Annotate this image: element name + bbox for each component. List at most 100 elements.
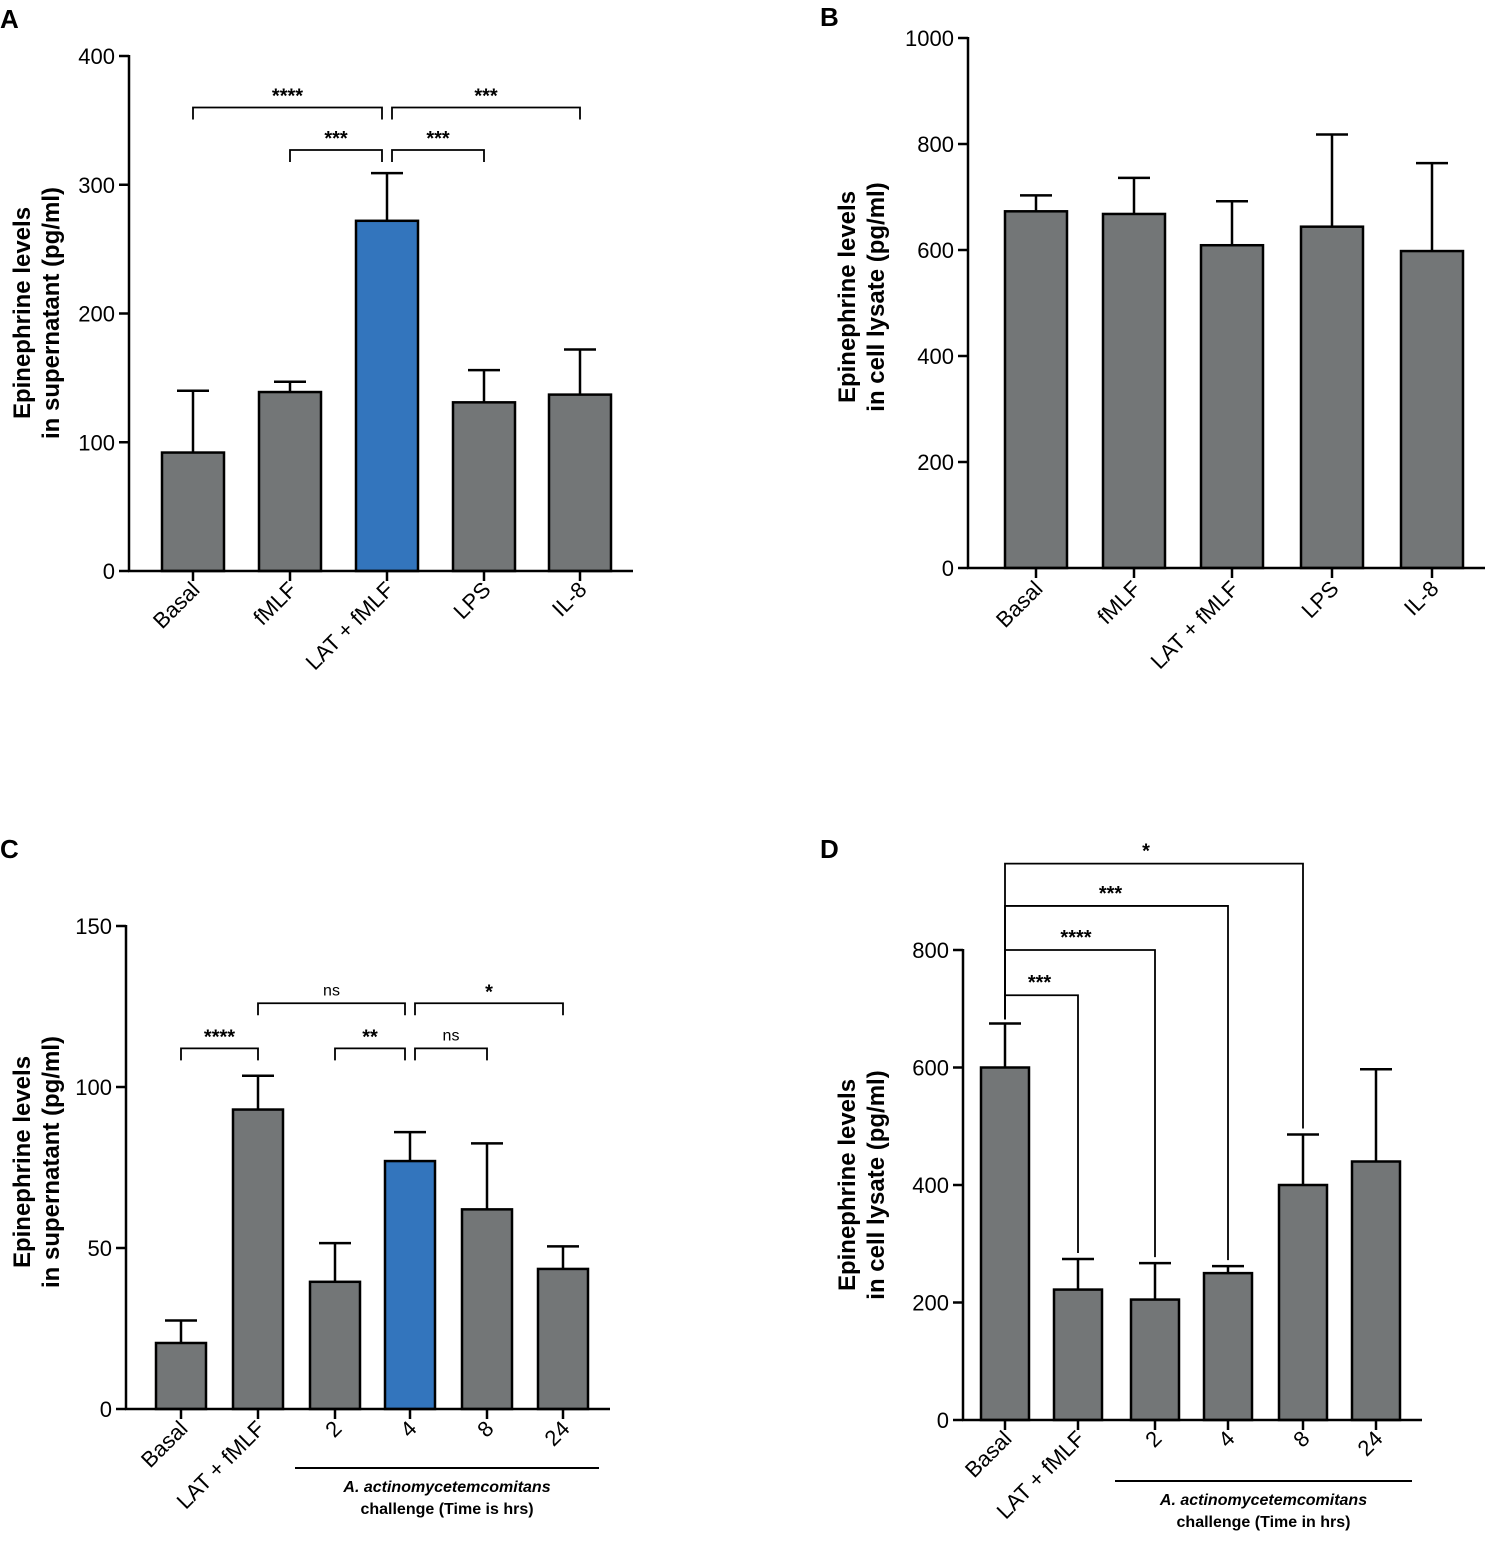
- bar-lps: [1299, 225, 1365, 570]
- panel-letter: A: [0, 4, 19, 34]
- group-label-time: challenge (Time in hrs): [1177, 1514, 1351, 1531]
- significance-bracket: [1004, 862, 1304, 1129]
- group-label-organism: A. actinomycetemcomitans: [342, 1479, 550, 1496]
- panel-letter: B: [820, 2, 839, 32]
- x-tick-label: LAT + fMLF: [301, 577, 399, 675]
- significance-bracket: [1004, 905, 1229, 1261]
- y-tick-label: 50: [88, 1236, 112, 1261]
- y-tick-label: 0: [100, 1397, 112, 1422]
- x-tick-label: 8: [472, 1416, 498, 1442]
- bar-2: [1129, 1298, 1181, 1422]
- y-tick-label: 300: [78, 173, 115, 198]
- significance-bracket: [192, 106, 383, 120]
- significance-label: ns: [443, 1027, 460, 1044]
- y-axis-title-line: in cell lysate (pg/ml): [863, 1070, 890, 1299]
- y-axis-title-line: Epinephrine levels: [9, 1056, 36, 1268]
- x-tick-label: 4: [395, 1416, 421, 1442]
- significance-label: ***: [1099, 883, 1123, 905]
- y-tick-label: 800: [912, 938, 949, 963]
- y-axis-title: Epinephrine levelsin supernatant (pg/ml): [9, 1036, 65, 1288]
- significance-label: ****: [204, 1026, 235, 1048]
- y-tick-label: 600: [917, 238, 954, 263]
- significance-label: **: [362, 1026, 378, 1048]
- x-tick-label: LAT + fMLF: [1146, 576, 1244, 674]
- y-axis-title-line: in cell lysate (pg/ml): [863, 182, 890, 411]
- y-axis-title: Epinephrine levelsin supernatant (pg/ml): [9, 187, 65, 439]
- significance-bracket: [180, 1047, 259, 1061]
- x-tick-label: fMLF: [248, 577, 301, 630]
- y-axis-title-line: Epinephrine levels: [834, 191, 861, 403]
- y-tick-label: 600: [912, 1056, 949, 1081]
- significance-label: ***: [426, 128, 450, 150]
- x-tick-label: Basal: [991, 576, 1048, 633]
- bar-2: [308, 1280, 362, 1411]
- significance-label: ***: [1028, 972, 1052, 994]
- bar-8: [460, 1208, 514, 1411]
- y-axis-title-line: Epinephrine levels: [9, 207, 36, 419]
- bar-il-8: [547, 393, 613, 573]
- bar-basal: [1003, 210, 1069, 570]
- y-axis-title-line: in supernatant (pg/ml): [38, 1036, 65, 1288]
- bar-lps: [451, 401, 517, 573]
- significance-label: ***: [474, 86, 498, 108]
- bar-24: [1350, 1160, 1402, 1422]
- y-axis-title-line: Epinephrine levels: [834, 1079, 861, 1291]
- x-tick-label: Basal: [136, 1416, 193, 1473]
- bar-il-8: [1399, 249, 1465, 570]
- bar-fmlf: [1101, 212, 1167, 570]
- significance-bracket: [257, 1002, 406, 1016]
- y-tick-label: 200: [917, 450, 954, 475]
- panel-letter: D: [820, 834, 839, 864]
- y-tick-label: 0: [942, 556, 954, 581]
- panel-a: A Epinephrine levelsin supernatant (pg/ml…: [0, 4, 633, 675]
- x-tick-label: IL-8: [547, 577, 591, 621]
- bar-lat-fmlf: [1052, 1288, 1104, 1422]
- y-tick-label: 400: [917, 344, 954, 369]
- y-tick-label: 400: [912, 1173, 949, 1198]
- significance-bracket: [334, 1047, 406, 1061]
- y-axis-title: Epinephrine levelsin cell lysate (pg/ml): [834, 182, 890, 411]
- y-tick-label: 0: [103, 559, 115, 584]
- bar-8: [1277, 1183, 1329, 1422]
- y-tick-label: 800: [917, 132, 954, 157]
- bar-basal: [979, 1066, 1031, 1422]
- bar-fmlf: [257, 390, 323, 573]
- bar-lat-fmlf: [231, 1108, 285, 1411]
- significance-bracket: [391, 149, 485, 162]
- bar-lat-fmlf: [354, 219, 420, 573]
- x-tick-label: 4: [1213, 1426, 1239, 1452]
- bar-4: [383, 1159, 437, 1411]
- x-tick-label: fMLF: [1092, 576, 1145, 629]
- y-tick-label: 200: [912, 1291, 949, 1316]
- x-tick-label: Basal: [148, 577, 205, 634]
- x-tick-label: 8: [1288, 1426, 1314, 1452]
- y-tick-label: 100: [78, 430, 115, 455]
- x-tick-label: Basal: [960, 1426, 1017, 1483]
- significance-bracket: [391, 106, 581, 120]
- x-tick-label: 24: [1353, 1426, 1388, 1461]
- bar-24: [536, 1267, 590, 1411]
- x-tick-label: LPS: [1296, 576, 1343, 623]
- bar-basal: [160, 451, 226, 573]
- significance-bracket: [289, 149, 383, 162]
- y-axis-title: Epinephrine levelsin cell lysate (pg/ml): [834, 1070, 890, 1299]
- significance-label: *: [1142, 841, 1150, 863]
- panel-b: B Epinephrine levelsin cell lysate (pg/ml…: [820, 2, 1485, 674]
- group-label-time: challenge (Time is hrs): [360, 1501, 533, 1518]
- bar-4: [1202, 1271, 1254, 1422]
- bar-lat-fmlf: [1199, 243, 1265, 570]
- y-tick-label: 0: [937, 1408, 949, 1433]
- significance-label: ns: [323, 982, 340, 999]
- significance-label: ***: [324, 128, 348, 150]
- significance-bracket: [414, 1047, 488, 1061]
- bar-basal: [154, 1341, 208, 1411]
- x-tick-label: 2: [320, 1416, 346, 1442]
- panel-letter: C: [0, 834, 19, 864]
- group-label-organism: A. actinomycetemcomitans: [1159, 1492, 1367, 1509]
- significance-label: ****: [272, 86, 303, 108]
- significance-label: ****: [1060, 927, 1091, 949]
- y-tick-label: 400: [78, 44, 115, 69]
- y-tick-label: 150: [75, 914, 112, 939]
- x-tick-label: 24: [540, 1416, 575, 1451]
- y-tick-label: 100: [75, 1075, 112, 1100]
